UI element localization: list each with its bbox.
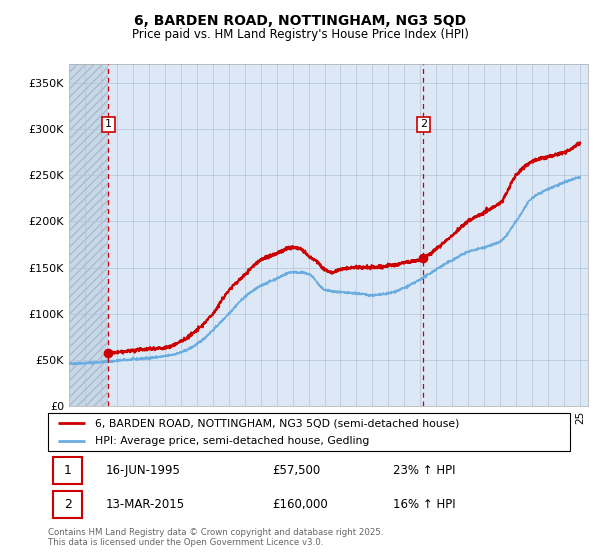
FancyBboxPatch shape bbox=[53, 492, 82, 518]
Text: 2: 2 bbox=[420, 119, 427, 129]
Text: 16-JUN-1995: 16-JUN-1995 bbox=[106, 464, 180, 477]
Text: Contains HM Land Registry data © Crown copyright and database right 2025.
This d: Contains HM Land Registry data © Crown c… bbox=[48, 528, 383, 547]
Text: 6, BARDEN ROAD, NOTTINGHAM, NG3 5QD (semi-detached house): 6, BARDEN ROAD, NOTTINGHAM, NG3 5QD (sem… bbox=[95, 418, 460, 428]
FancyBboxPatch shape bbox=[48, 413, 570, 451]
Text: 23% ↑ HPI: 23% ↑ HPI bbox=[392, 464, 455, 477]
Text: Price paid vs. HM Land Registry's House Price Index (HPI): Price paid vs. HM Land Registry's House … bbox=[131, 28, 469, 41]
Text: £57,500: £57,500 bbox=[272, 464, 321, 477]
Text: 6, BARDEN ROAD, NOTTINGHAM, NG3 5QD: 6, BARDEN ROAD, NOTTINGHAM, NG3 5QD bbox=[134, 14, 466, 28]
FancyBboxPatch shape bbox=[53, 457, 82, 484]
Text: 16% ↑ HPI: 16% ↑ HPI bbox=[392, 498, 455, 511]
Text: 13-MAR-2015: 13-MAR-2015 bbox=[106, 498, 185, 511]
Text: £160,000: £160,000 bbox=[272, 498, 328, 511]
Text: HPI: Average price, semi-detached house, Gedling: HPI: Average price, semi-detached house,… bbox=[95, 436, 370, 446]
Text: 1: 1 bbox=[105, 119, 112, 129]
Text: 1: 1 bbox=[64, 464, 71, 477]
Text: 2: 2 bbox=[64, 498, 71, 511]
